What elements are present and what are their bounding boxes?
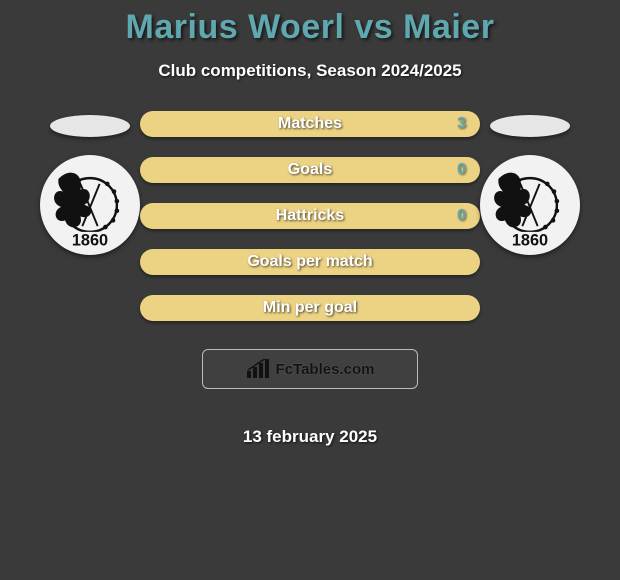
stat-value-right: 0 (457, 161, 466, 179)
subtitle: Club competitions, Season 2024/2025 (158, 61, 461, 81)
stat-label: Matches (278, 115, 342, 133)
right-player-ellipse (490, 115, 570, 137)
stat-label: Goals per match (247, 253, 372, 271)
svg-text:1860: 1860 (512, 231, 548, 249)
bars-icon (246, 359, 272, 379)
right-club-badge: 1860 (480, 155, 580, 255)
svg-text:1860: 1860 (72, 231, 108, 249)
stat-label: Min per goal (263, 299, 357, 317)
stat-bar-goals: Goals 0 (140, 157, 480, 183)
stat-label: Hattricks (276, 207, 344, 225)
left-player-col: 1860 (40, 111, 140, 255)
date-text: 13 february 2025 (243, 427, 377, 447)
left-player-ellipse (50, 115, 130, 137)
stat-label: Goals (288, 161, 332, 179)
stat-value-right: 0 (457, 207, 466, 225)
stat-bar-hattricks: Hattricks 0 (140, 203, 480, 229)
watermark: FcTables.com (202, 349, 418, 389)
stat-bar-goals-per-match: Goals per match (140, 249, 480, 275)
page-title: Marius Woerl vs Maier (126, 8, 495, 47)
stat-bar-matches: Matches 3 (140, 111, 480, 137)
lion-crest-icon: 1860 (482, 157, 578, 253)
lion-crest-icon: 1860 (42, 157, 138, 253)
stats-column: Matches 3 Goals 0 Hattricks 0 Goals per … (140, 111, 480, 447)
right-player-col: 1860 (480, 111, 580, 255)
stat-bar-min-per-goal: Min per goal (140, 295, 480, 321)
left-club-badge: 1860 (40, 155, 140, 255)
watermark-text: FcTables.com (276, 361, 375, 378)
comparison-row: 1860 Matches 3 Goals 0 Hattricks 0 Goals… (0, 111, 620, 447)
stat-value-right: 3 (457, 115, 466, 133)
